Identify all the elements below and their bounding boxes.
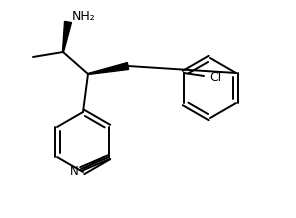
- Text: N: N: [70, 165, 78, 177]
- Text: Cl: Cl: [209, 70, 221, 83]
- Polygon shape: [62, 21, 71, 52]
- Text: NH₂: NH₂: [72, 10, 96, 24]
- Polygon shape: [88, 63, 129, 75]
